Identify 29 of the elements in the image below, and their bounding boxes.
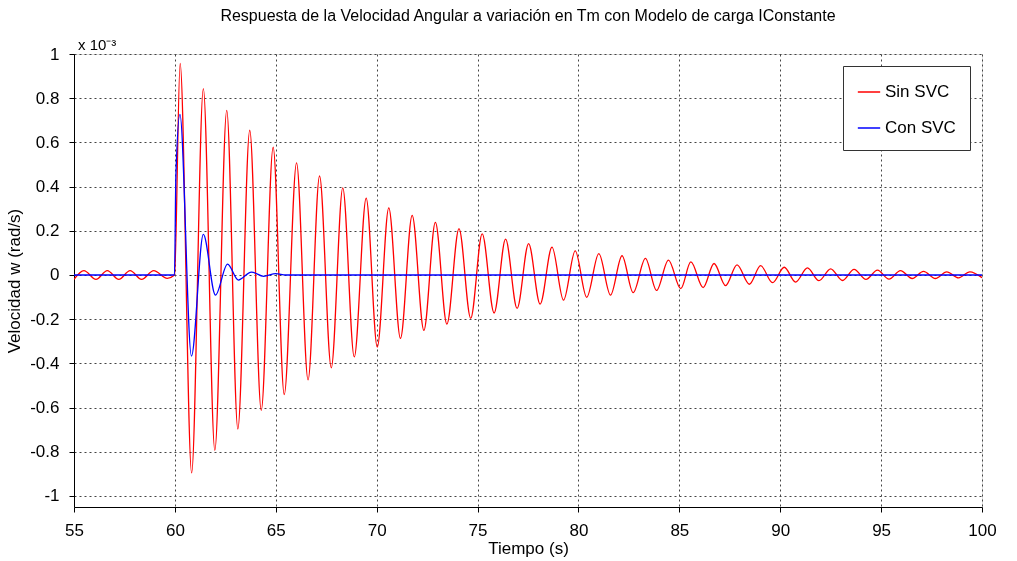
x-tick-label: 75	[468, 520, 488, 540]
y-tick-label: 0	[50, 265, 60, 285]
x-tick-label: 100	[968, 520, 997, 540]
x-tick-label: 90	[771, 520, 791, 540]
y-tick-label: 0.4	[35, 177, 60, 197]
x-tick-label: 60	[165, 520, 185, 540]
y-tick-label: 1	[50, 44, 60, 64]
y-tick-label: 0.8	[35, 88, 60, 108]
x-tick-label: 85	[670, 520, 690, 540]
y-tick-label: -0.2	[30, 309, 60, 329]
legend-label: Con SVC	[885, 118, 956, 137]
legend-label: Sin SVC	[885, 82, 950, 101]
y-tick-label: -0.4	[30, 353, 60, 373]
x-tick-label: 70	[367, 520, 387, 540]
text: x 10⁻³	[78, 36, 117, 53]
line-series	[74, 62, 982, 474]
y-tick-label: 0.2	[35, 221, 60, 241]
y-tick-label: -1	[44, 486, 60, 506]
line-series	[74, 113, 982, 357]
y-tick-label: -0.6	[30, 398, 60, 418]
x-tick-label: 55	[65, 520, 84, 540]
y-tick-label: 0.6	[35, 132, 60, 152]
chart-title: Respuesta de la Velocidad Angular a variación en Tm con Modelo de carga IConstante	[220, 7, 836, 24]
x-tick-label: 95	[872, 520, 892, 540]
y-axis-title: Velocidad w (rad/s)	[5, 208, 25, 354]
x-axis-title: Tiempo (s)	[488, 538, 569, 558]
y-tick-label: -0.8	[30, 442, 60, 462]
x-tick-label: 65	[266, 520, 286, 540]
x-tick-label: 80	[569, 520, 589, 540]
